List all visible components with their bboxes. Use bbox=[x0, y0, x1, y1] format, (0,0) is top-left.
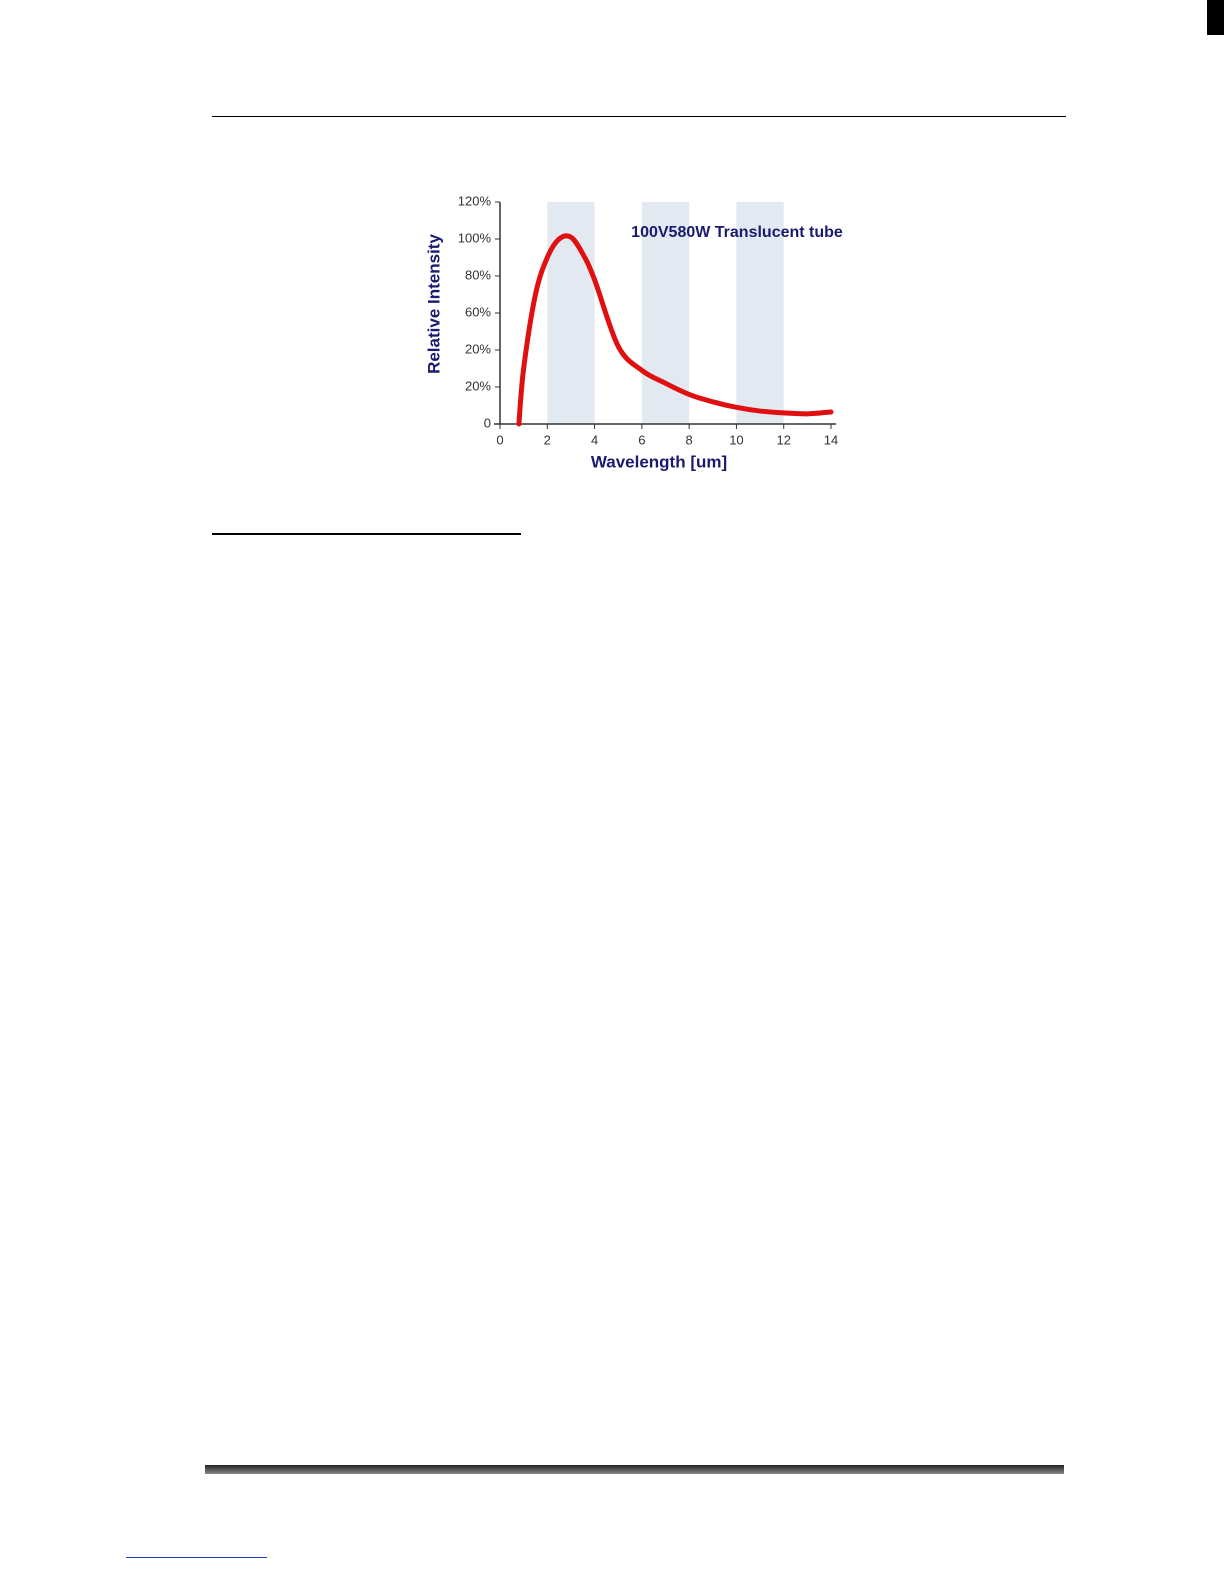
y-tick-label: 80% bbox=[465, 267, 491, 282]
shaded-band bbox=[641, 202, 690, 424]
intensity-curve bbox=[516, 233, 834, 427]
chart-annotation: 100V580W Translucent tube bbox=[631, 224, 843, 241]
link-underline bbox=[126, 1557, 267, 1558]
x-tick-label: 8 bbox=[686, 432, 693, 447]
section-rule bbox=[212, 533, 521, 535]
y-axis-label: Relative Intensity bbox=[424, 234, 443, 374]
y-tick-label: 20% bbox=[465, 341, 491, 356]
x-tick-label: 6 bbox=[638, 432, 645, 447]
corner-mark bbox=[1207, 0, 1224, 35]
y-tick-label: 60% bbox=[465, 304, 491, 319]
header-rule bbox=[212, 116, 1066, 117]
y-tick-label: 20% bbox=[465, 378, 491, 393]
chart: 0 20% 20% 60% 80% 100% 120% 0 2 4 6 8 10 12 14 100V580… bbox=[424, 193, 843, 471]
x-tick-label: 0 bbox=[496, 432, 503, 447]
footer-bar bbox=[205, 1465, 1064, 1474]
x-tick-label: 10 bbox=[729, 432, 743, 447]
shaded-band bbox=[736, 202, 784, 424]
y-tick-label: 120% bbox=[458, 193, 492, 208]
x-tick-label: 2 bbox=[544, 432, 551, 447]
y-tick-label: 0 bbox=[484, 415, 491, 430]
x-axis-label: Wavelength [um] bbox=[591, 452, 727, 471]
x-tick-label: 4 bbox=[591, 432, 598, 447]
x-tick-label: 12 bbox=[776, 432, 790, 447]
y-tick-label: 100% bbox=[458, 230, 492, 245]
x-tick-label: 14 bbox=[824, 432, 838, 447]
